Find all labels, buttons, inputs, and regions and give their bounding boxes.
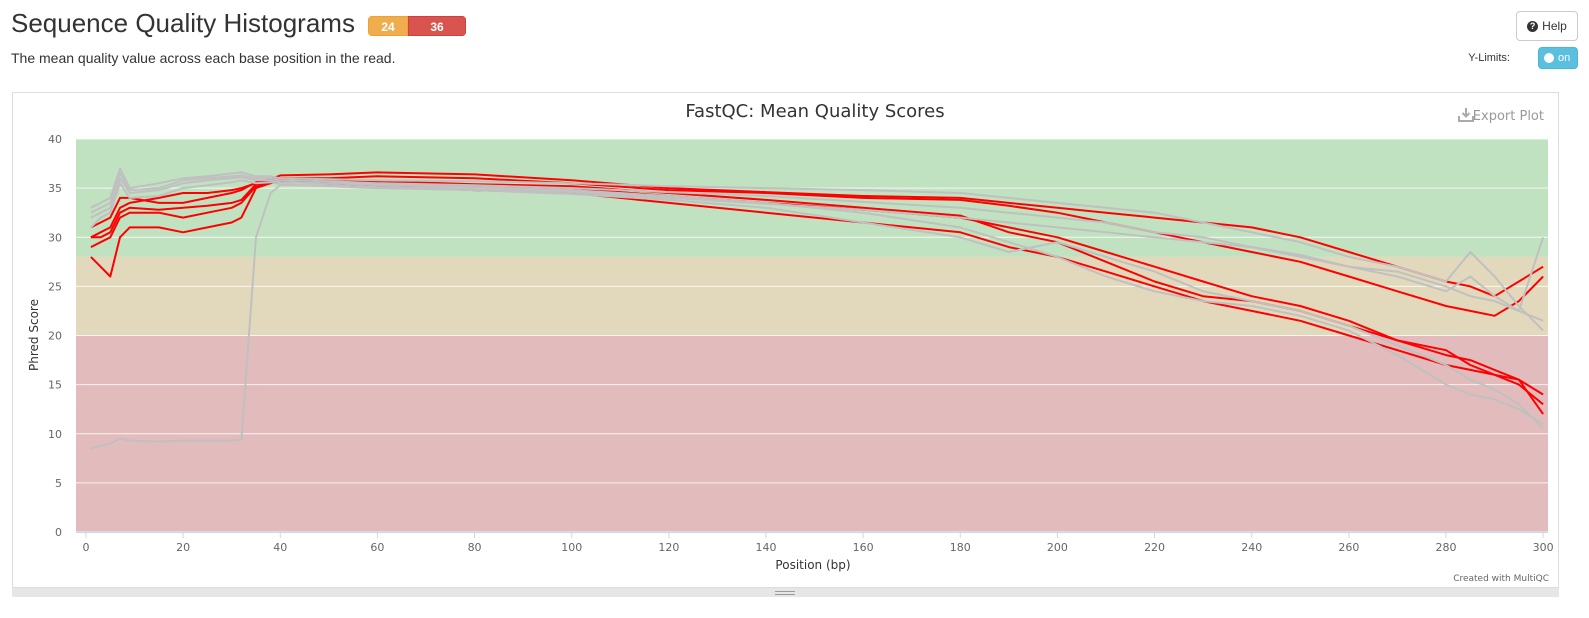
- page-title: Sequence Quality Histograms: [11, 8, 355, 38]
- plot-container: 0 5 10 15 20 25 30 35 40 0 20 40 60 80 100 120 140 160 180…: [12, 92, 1559, 597]
- ylimits-label: Y-Limits:: [1468, 52, 1510, 64]
- x-tick-label: 40: [273, 541, 287, 554]
- help-button-label: Help: [1542, 19, 1567, 33]
- y-tick-label: 15: [48, 379, 62, 392]
- ylimits-toggle[interactable]: on: [1538, 47, 1578, 69]
- warn-count-badge[interactable]: 24: [368, 16, 408, 36]
- x-tick-label: 220: [1144, 541, 1165, 554]
- series-line-2: [90, 180, 1544, 406]
- plot-resize-handle[interactable]: [12, 587, 1559, 597]
- series-line-7: [90, 176, 1544, 425]
- y-tick-label: 35: [48, 182, 62, 195]
- ylimits-toggle-label: on: [1558, 52, 1571, 64]
- x-tick-label: 240: [1241, 541, 1262, 554]
- x-tick-label: 100: [561, 541, 582, 554]
- x-tick-label: 120: [658, 541, 679, 554]
- created-with-credit: Created with MultiQC: [1453, 574, 1549, 584]
- y-tick-label: 0: [55, 526, 62, 539]
- section-description: The mean quality value across each base …: [11, 50, 396, 66]
- quality-line-chart[interactable]: 0 5 10 15 20 25 30 35 40 0 20 40 60 80 100 120 140 160 180…: [13, 93, 1558, 586]
- x-tick-label: 140: [756, 541, 777, 554]
- y-tick-label: 30: [48, 231, 62, 244]
- x-axis-label: Position (bp): [775, 558, 850, 572]
- x-tick-label: 180: [950, 541, 971, 554]
- x-tick-label: 280: [1436, 541, 1457, 554]
- series-line-4: [90, 171, 1544, 298]
- download-icon: [1458, 108, 1474, 122]
- series-line-9: [90, 172, 1545, 312]
- series-line-6: [90, 167, 1544, 332]
- export-plot-label: Export Plot: [1473, 109, 1544, 124]
- y-axis-label: Phred Score: [27, 299, 41, 371]
- chart-title: FastQC: Mean Quality Scores: [685, 101, 944, 122]
- export-plot-button[interactable]: Export Plot: [1458, 108, 1544, 124]
- series-line-1: [90, 175, 1544, 317]
- y-tick-label: 25: [48, 280, 62, 293]
- x-tick-label: 300: [1533, 541, 1554, 554]
- x-tick-label: 160: [853, 541, 874, 554]
- grip-lines-icon: [775, 591, 795, 595]
- x-tick-label: 260: [1338, 541, 1359, 554]
- question-circle-icon: ?: [1527, 20, 1539, 32]
- help-button[interactable]: ? Help: [1516, 11, 1578, 41]
- x-tick-label: 20: [176, 541, 190, 554]
- x-tick-label: 200: [1047, 541, 1068, 554]
- toggle-knob-icon: [1544, 53, 1554, 63]
- series-line-8: [90, 179, 1544, 430]
- fail-count-badge[interactable]: 36: [408, 16, 466, 36]
- y-tick-label: 10: [48, 428, 62, 441]
- y-tick-label: 40: [48, 133, 62, 146]
- x-tick-label: 60: [370, 541, 384, 554]
- x-tick-label: 80: [468, 541, 482, 554]
- x-tick-label: 0: [83, 541, 90, 554]
- y-tick-label: 5: [55, 477, 62, 490]
- status-badges: 24 36: [368, 16, 466, 36]
- y-tick-label: 20: [48, 330, 62, 343]
- series-line-10: [90, 184, 1544, 450]
